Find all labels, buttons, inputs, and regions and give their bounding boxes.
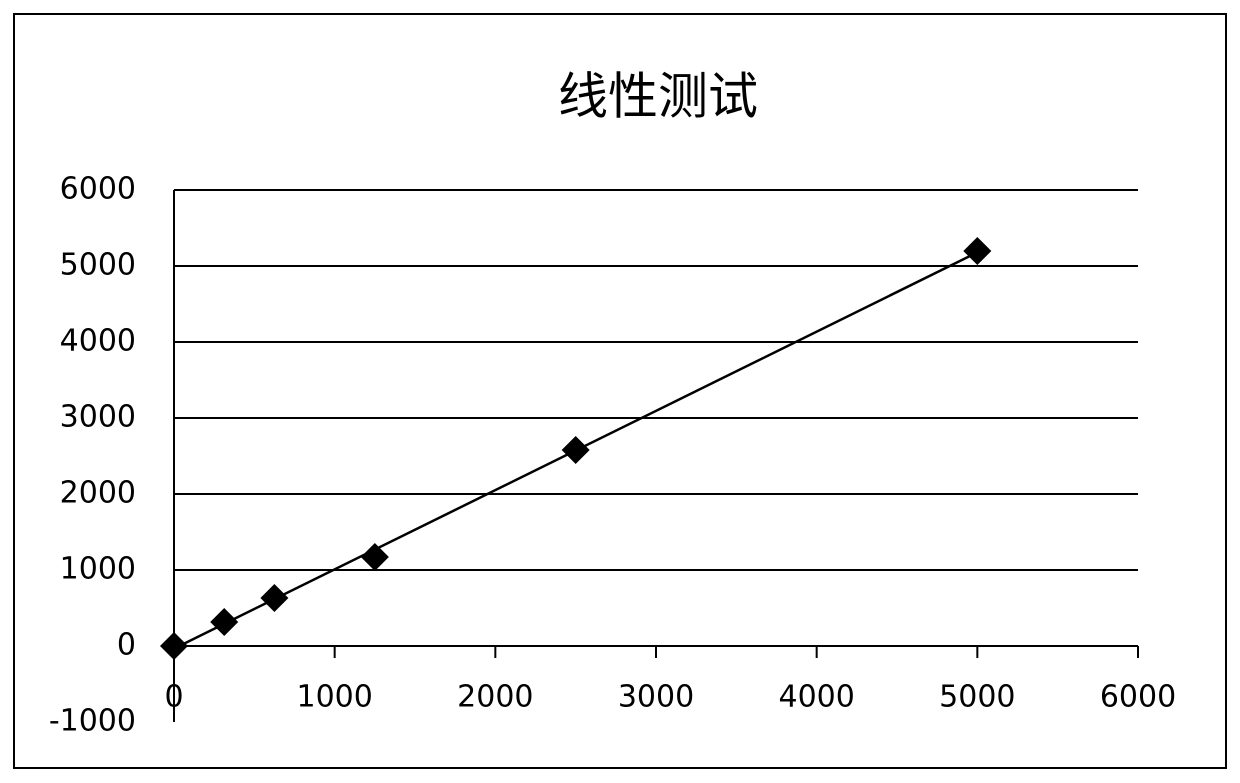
chart: 线性测试 -1000 0 1000 2000 3000 4000 5000 6000 0 1000… xyxy=(0,0,1240,783)
x-tick-label: 2000 xyxy=(457,680,533,715)
y-tick-label: 2000 xyxy=(60,476,136,511)
x-tick-label: 0 xyxy=(164,680,183,715)
y-tick-label: 4000 xyxy=(60,324,136,359)
chart-title: 线性测试 xyxy=(558,68,758,126)
x-tick-label: 4000 xyxy=(778,680,854,715)
y-tick-label: 3000 xyxy=(60,400,136,435)
y-tick-label: 1000 xyxy=(60,552,136,587)
chart-border xyxy=(14,14,1226,768)
y-tick-label: 5000 xyxy=(60,248,136,283)
y-tick-label: 6000 xyxy=(60,172,136,207)
x-tick-label: 5000 xyxy=(939,680,1015,715)
x-tick-label: 1000 xyxy=(296,680,372,715)
x-tick-label: 3000 xyxy=(618,680,694,715)
y-tick-label: 0 xyxy=(117,628,136,663)
x-tick-label: 6000 xyxy=(1100,680,1176,715)
y-tick-label: -1000 xyxy=(49,704,136,739)
